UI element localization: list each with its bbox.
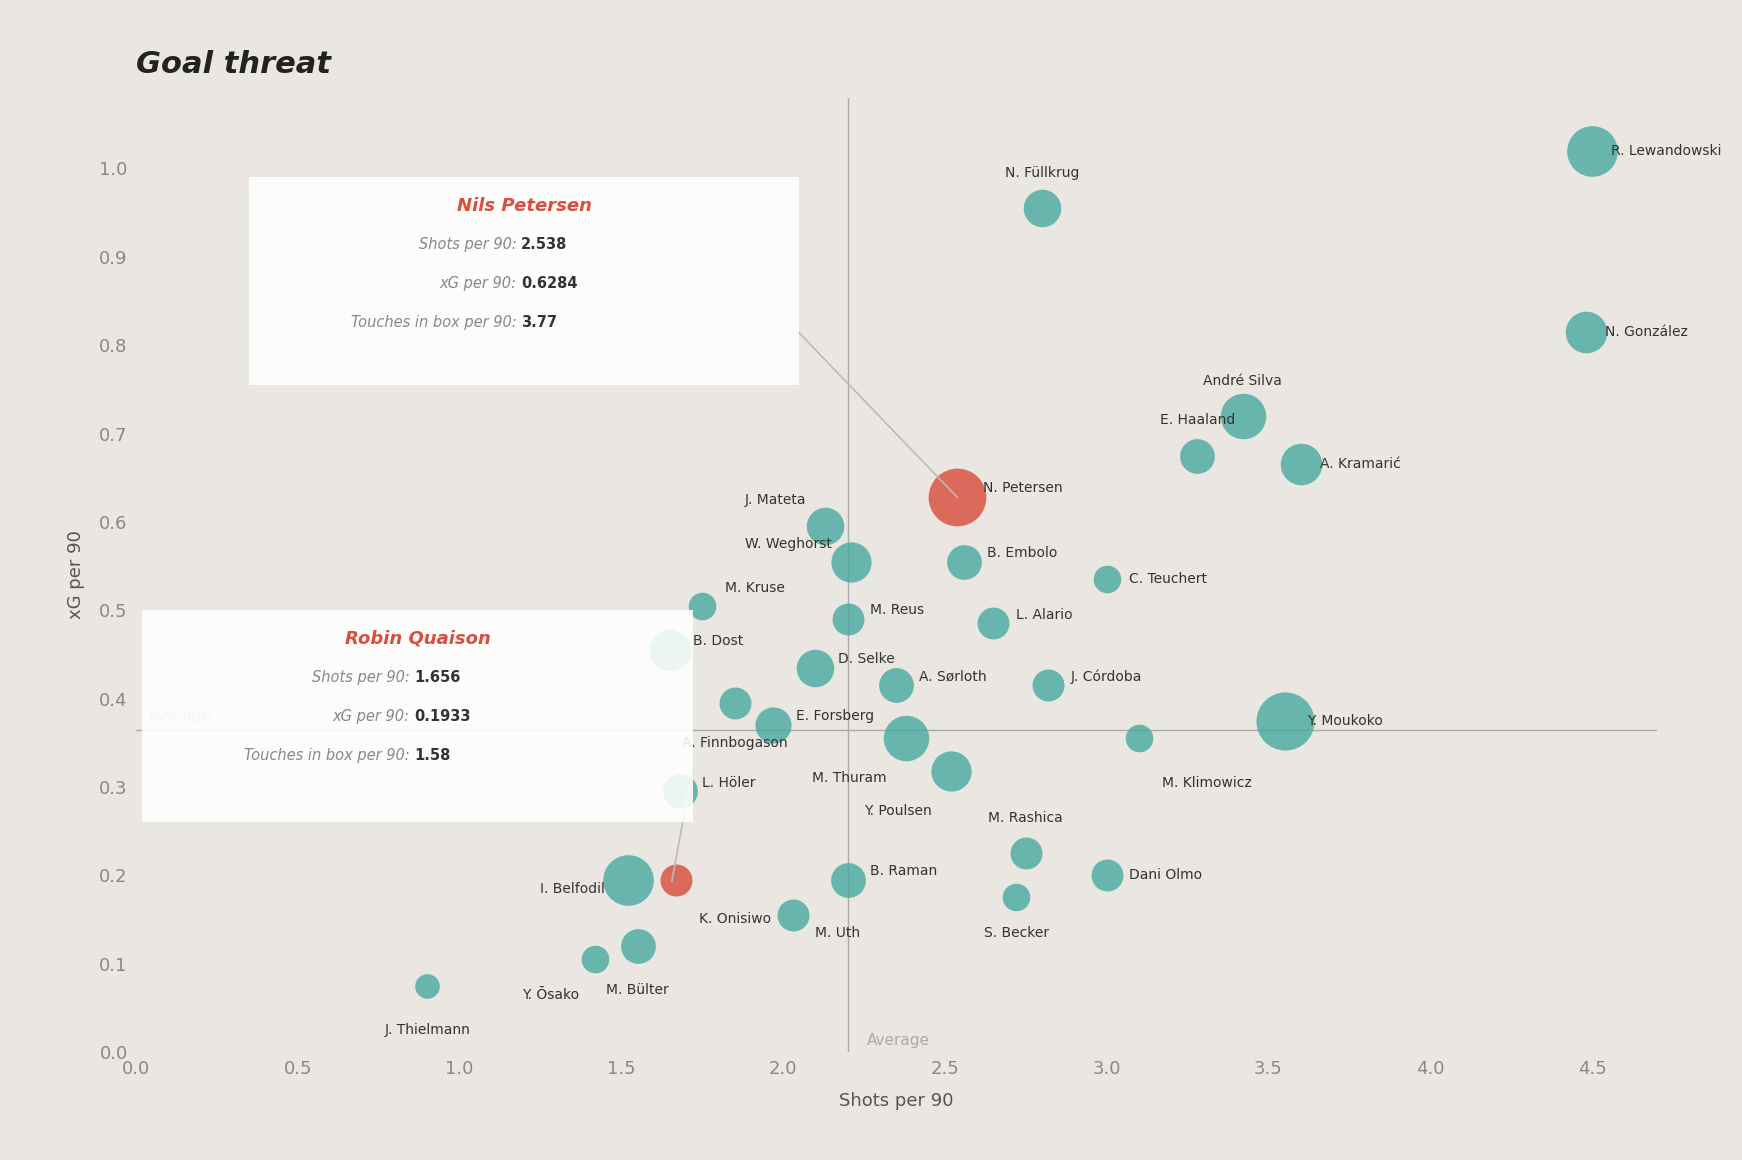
Text: J. Mateta: J. Mateta [744,493,807,507]
Point [662,870,690,889]
Point [779,906,807,925]
Text: Nils Petersen: Nils Petersen [456,197,592,215]
Text: Touches in box per 90:: Touches in box per 90: [350,316,521,331]
Point [1287,455,1315,473]
Text: B. Dost: B. Dost [693,635,742,648]
Point [721,694,749,712]
Text: 3.77: 3.77 [521,316,557,331]
Text: L. Höler: L. Höler [702,776,756,790]
Text: B. Raman: B. Raman [871,864,937,878]
Text: M. Kruse: M. Kruse [725,581,784,595]
Text: C. Teuchert: C. Teuchert [1129,572,1207,586]
Text: D. Selke: D. Selke [838,652,895,666]
FancyBboxPatch shape [249,177,800,385]
Text: Average: Average [148,709,213,724]
Text: K. Onisiwo: K. Onisiwo [699,913,772,927]
Text: J. Thielmann: J. Thielmann [385,1023,470,1037]
Point [951,552,979,571]
Text: M. Rashica: M. Rashica [988,811,1063,825]
Point [1125,728,1153,747]
Text: E. Forsberg: E. Forsberg [796,709,874,723]
Text: Y. Poulsen: Y. Poulsen [864,804,932,818]
FancyBboxPatch shape [143,610,693,822]
Point [1228,406,1256,425]
Point [801,659,829,677]
Point [1578,142,1606,160]
Point [1002,889,1030,907]
Point [834,610,862,629]
Point [1092,867,1120,885]
Text: Y. Moukoko: Y. Moukoko [1306,713,1383,727]
Text: M. Klimowicz: M. Klimowicz [1162,776,1251,790]
Point [624,936,652,955]
Text: M. Bülter: M. Bülter [606,984,669,998]
Text: Average: Average [868,1032,930,1047]
Point [413,977,441,995]
Text: M. Thuram: M. Thuram [812,771,887,785]
Text: S. Becker: S. Becker [984,926,1049,940]
Text: W. Weghorst: W. Weghorst [746,537,831,551]
Point [1571,322,1599,341]
Point [937,762,965,781]
Text: M. Uth: M. Uth [815,926,861,940]
Text: Y. Ōsako: Y. Ōsako [523,987,580,1001]
Text: R. Lewandowski: R. Lewandowski [1611,144,1721,158]
Text: 1.656: 1.656 [415,670,460,686]
Point [1028,200,1056,218]
Text: B. Embolo: B. Embolo [988,546,1057,560]
Point [834,870,862,889]
Point [1092,570,1120,588]
Text: E. Haaland: E. Haaland [1160,413,1235,427]
Point [1012,844,1040,863]
Text: M. Reus: M. Reus [871,603,925,617]
Point [883,676,911,695]
Text: Robin Quaison: Robin Quaison [345,630,491,647]
Point [688,596,716,615]
Text: I. Belfodil: I. Belfodil [540,882,604,896]
X-axis label: Shots per 90: Shots per 90 [840,1093,953,1110]
Point [1035,676,1063,695]
Point [1270,711,1298,730]
Text: N. Füllkrug: N. Füllkrug [1005,166,1078,180]
Point [942,488,970,507]
Text: N. Petersen: N. Petersen [982,481,1063,495]
Text: A. Finnbogason: A. Finnbogason [681,735,787,749]
Point [812,517,840,536]
Text: xG per 90:: xG per 90: [439,276,521,291]
Text: Goal threat: Goal threat [136,50,331,79]
Point [582,950,610,969]
Text: 0.1933: 0.1933 [415,709,470,724]
Point [1183,447,1211,465]
Point [892,728,920,747]
Y-axis label: xG per 90: xG per 90 [68,530,85,619]
Point [665,782,693,800]
Text: Shots per 90:: Shots per 90: [418,238,521,253]
Text: Shots per 90:: Shots per 90: [312,670,415,686]
Text: xG per 90:: xG per 90: [333,709,415,724]
Text: N. González: N. González [1604,325,1688,339]
Text: A. Sørloth: A. Sørloth [920,669,986,683]
Text: 0.6284: 0.6284 [521,276,578,291]
Point [760,716,787,734]
Point [979,614,1007,632]
Point [657,640,685,659]
Text: 1.58: 1.58 [415,748,451,763]
Text: L. Alario: L. Alario [1016,608,1073,622]
Point [838,552,866,571]
Text: Touches in box per 90:: Touches in box per 90: [244,748,415,763]
Text: Dani Olmo: Dani Olmo [1129,869,1202,883]
Text: J. Córdoba: J. Córdoba [1071,669,1143,683]
Text: 2.538: 2.538 [521,238,568,253]
Text: André Silva: André Silva [1204,374,1282,387]
Point [613,870,641,889]
Text: A. Kramarić: A. Kramarić [1320,457,1401,471]
